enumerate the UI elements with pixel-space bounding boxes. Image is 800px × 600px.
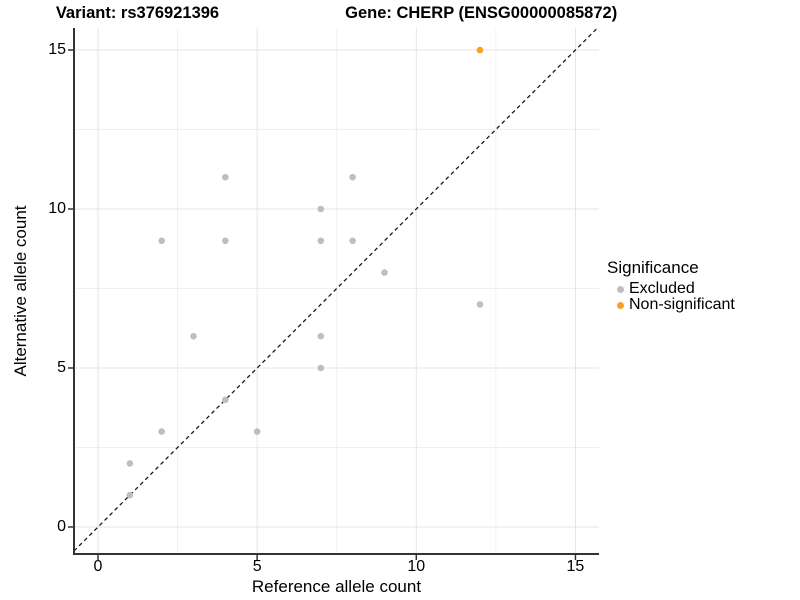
excluded-point bbox=[253, 428, 261, 435]
legend-title: Significance bbox=[607, 258, 699, 277]
excluded-point bbox=[317, 205, 325, 213]
excluded-point bbox=[476, 301, 484, 308]
x-tick-label: 10 bbox=[407, 558, 426, 575]
y-tick-label: 0 bbox=[57, 518, 66, 535]
excluded-point bbox=[126, 460, 134, 467]
x-tick-label: 15 bbox=[566, 558, 585, 575]
x-axis-title: Reference allele count bbox=[251, 577, 422, 596]
legend-item-label: Non-significant bbox=[629, 296, 735, 313]
legend-item-excluded: Excluded bbox=[607, 280, 735, 297]
x-tick-label: 0 bbox=[93, 558, 103, 575]
identity-dashed-line bbox=[73, 27, 598, 552]
excluded-point bbox=[222, 396, 229, 404]
excluded-point bbox=[317, 332, 325, 340]
excluded-point bbox=[126, 491, 134, 499]
excluded-point bbox=[158, 428, 165, 435]
legend-item-label: Excluded bbox=[629, 280, 695, 297]
legend-item-non-significant: Non-significant bbox=[607, 296, 735, 313]
y-axis-title: Alternative allele count bbox=[11, 205, 30, 377]
excluded-point bbox=[349, 173, 356, 181]
excluded-point bbox=[317, 364, 325, 372]
excluded-point bbox=[158, 237, 165, 245]
y-tick-label: 15 bbox=[48, 41, 66, 58]
excluded-point bbox=[381, 269, 388, 276]
excluded-point bbox=[190, 332, 197, 340]
non-significant-dot-icon bbox=[617, 301, 624, 309]
y-tick-label: 10 bbox=[48, 200, 66, 217]
excluded-point bbox=[349, 237, 356, 245]
excluded-point bbox=[317, 237, 325, 245]
title-variant: Variant: rs376921396 bbox=[55, 4, 220, 22]
legend: Significance Excluded Non-significant bbox=[607, 258, 735, 313]
title-gene: Gene: CHERP (ENSG00000085872) bbox=[345, 4, 618, 22]
excluded-point bbox=[222, 237, 229, 245]
plot-title: Variant: rs376921396 Gene: CHERP (ENSG00… bbox=[56, 4, 617, 23]
non-significant-point bbox=[476, 46, 484, 54]
y-tick-label: 5 bbox=[57, 359, 66, 376]
excluded-dot-icon bbox=[617, 285, 624, 293]
excluded-point bbox=[222, 173, 229, 181]
x-tick-label: 5 bbox=[252, 558, 262, 575]
